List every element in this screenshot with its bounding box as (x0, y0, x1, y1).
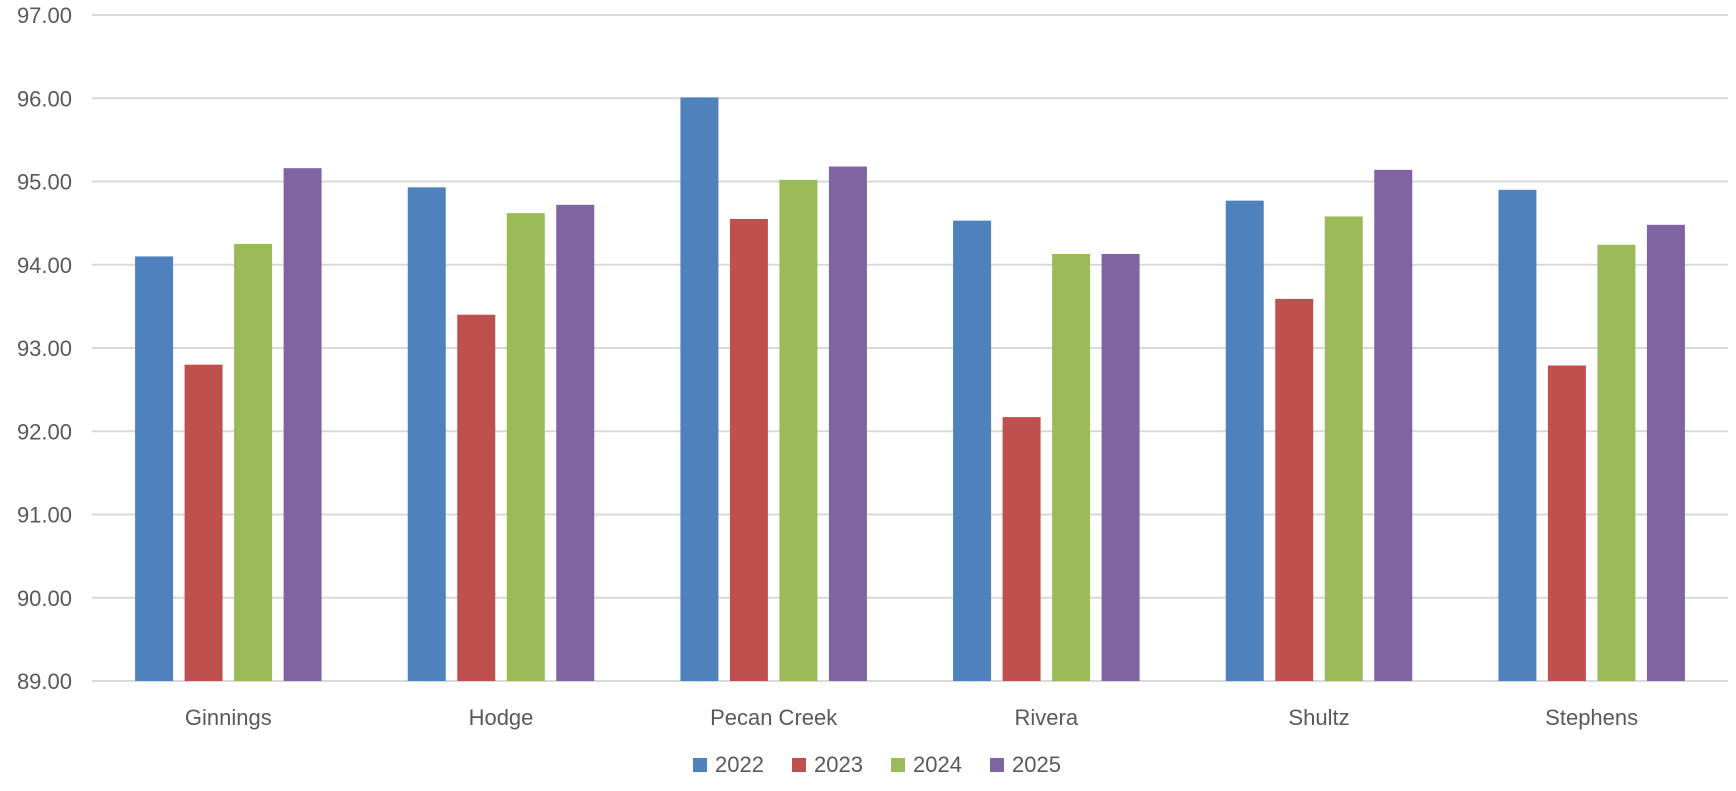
bar-pecan-creek-2024 (779, 179, 818, 681)
y-tick-label: 97.00 (17, 3, 72, 28)
bar-shultz-2022 (1225, 200, 1264, 681)
bar-stephens-2025 (1646, 224, 1685, 682)
bar-ginnings-2022 (135, 256, 174, 681)
y-tick-label: 93.00 (17, 336, 72, 361)
bar-ginnings-2024 (234, 243, 273, 681)
bar-rivera-2025 (1101, 253, 1140, 682)
x-category-label: Stephens (1545, 705, 1638, 730)
bar-pecan-creek-2023 (729, 218, 768, 681)
legend-label-2023: 2023 (814, 752, 863, 777)
bar-hodge-2023 (457, 314, 496, 681)
bar-hodge-2025 (556, 204, 595, 681)
legend-swatch-2023 (792, 758, 806, 772)
legend: 2022 2023 2024 2025 (693, 752, 1061, 777)
legend-label-2025: 2025 (1012, 752, 1061, 777)
x-category-label: Pecan Creek (710, 705, 838, 730)
legend-swatch-2024 (891, 758, 905, 772)
legend-swatch-2025 (990, 758, 1004, 772)
bar-ginnings-2025 (283, 168, 322, 681)
gridlines (92, 14, 1728, 682)
bar-rivera-2022 (953, 220, 992, 681)
y-tick-label: 92.00 (17, 419, 72, 444)
x-axis: Ginnings Hodge Pecan Creek Rivera Shultz Step… (185, 705, 1638, 730)
bar-pecan-creek-2022 (680, 97, 719, 682)
bar-shultz-2025 (1374, 169, 1413, 681)
y-tick-label: 90.00 (17, 586, 72, 611)
bar-ginnings-2023 (184, 364, 223, 681)
bar-hodge-2022 (407, 187, 446, 681)
bar-shultz-2023 (1275, 298, 1314, 681)
x-category-label: Hodge (469, 705, 534, 730)
x-category-label: Rivera (1015, 705, 1079, 730)
legend-label-2024: 2024 (913, 752, 962, 777)
x-category-label: Ginnings (185, 705, 272, 730)
bar-rivera-2023 (1002, 417, 1041, 681)
legend-label-2022: 2022 (715, 752, 764, 777)
bar-pecan-creek-2025 (828, 166, 867, 681)
y-tick-label: 95.00 (17, 170, 72, 195)
y-axis: 97.00 96.00 95.00 94.00 93.00 92.00 91.00 90.00… (17, 3, 72, 694)
legend-swatch-2022 (693, 758, 707, 772)
bars (135, 97, 1685, 682)
bar-rivera-2024 (1052, 253, 1091, 682)
bar-stephens-2024 (1597, 244, 1636, 681)
bar-stephens-2022 (1498, 189, 1537, 681)
y-tick-label: 94.00 (17, 253, 72, 278)
bar-stephens-2023 (1547, 365, 1586, 681)
bar-hodge-2024 (506, 213, 545, 681)
y-tick-label: 89.00 (17, 669, 72, 694)
bar-shultz-2024 (1324, 216, 1363, 681)
y-tick-label: 91.00 (17, 503, 72, 528)
x-category-label: Shultz (1288, 705, 1349, 730)
y-tick-label: 96.00 (17, 86, 72, 111)
